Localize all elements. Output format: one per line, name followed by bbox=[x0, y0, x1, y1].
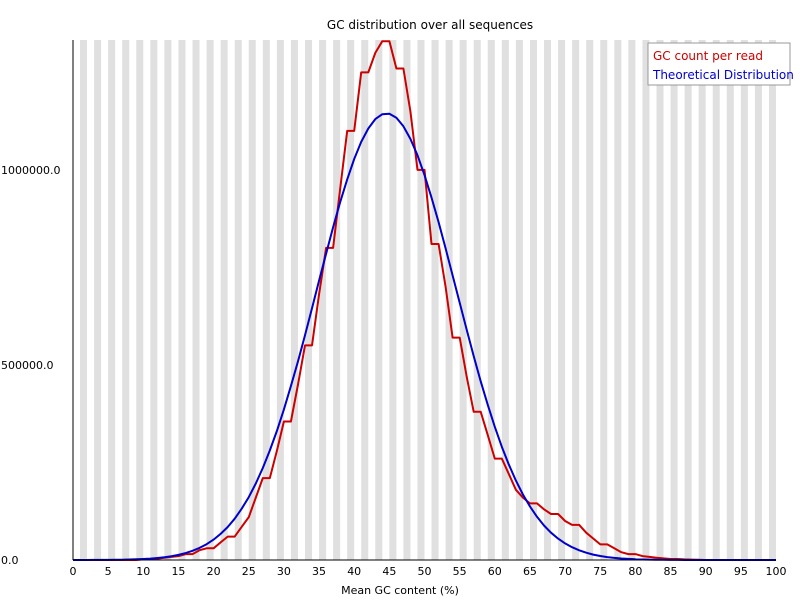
x-tick-label: 15 bbox=[171, 565, 185, 578]
grid-band bbox=[94, 40, 102, 560]
x-axis-label: Mean GC content (%) bbox=[341, 584, 459, 597]
grid-band bbox=[248, 40, 256, 560]
grid-band bbox=[431, 40, 439, 560]
grid-band bbox=[220, 40, 228, 560]
grid-band bbox=[108, 40, 116, 560]
x-tick-label: 90 bbox=[699, 565, 713, 578]
grid-band bbox=[319, 40, 327, 560]
grid-band bbox=[586, 40, 594, 560]
grid-band bbox=[445, 40, 453, 560]
x-tick-label: 80 bbox=[628, 565, 642, 578]
grid-band bbox=[361, 40, 369, 560]
grid-band bbox=[178, 40, 186, 560]
x-tick-label: 0 bbox=[70, 565, 77, 578]
grid-band bbox=[150, 40, 158, 560]
grid-band bbox=[684, 40, 692, 560]
x-tick-labels: 0 5 10 15 20 25 30 35 40 45 50 55 60 65 70 75 80 85 90 95 10… bbox=[70, 565, 787, 578]
grid-band bbox=[417, 40, 425, 560]
x-tick-label: 50 bbox=[418, 565, 432, 578]
grid-band bbox=[262, 40, 270, 560]
x-tick-label: 100 bbox=[766, 565, 787, 578]
x-tick-label: 10 bbox=[136, 565, 150, 578]
y-tick-labels: 0.0 500000.0 1000000.0 bbox=[1, 164, 61, 567]
grid-band bbox=[740, 40, 748, 560]
grid-band bbox=[333, 40, 341, 560]
legend: GC count per read Theoretical Distributi… bbox=[647, 42, 794, 86]
grid-band bbox=[529, 40, 537, 560]
x-tick-label: 25 bbox=[242, 565, 256, 578]
grid-band bbox=[375, 40, 383, 560]
y-tick-label: 1000000.0 bbox=[1, 164, 61, 177]
x-tick-label: 35 bbox=[312, 565, 326, 578]
grid-band bbox=[459, 40, 467, 560]
grid-band bbox=[754, 40, 762, 560]
grid-band bbox=[698, 40, 706, 560]
grid-band bbox=[600, 40, 608, 560]
grid-band bbox=[347, 40, 355, 560]
grid-bands bbox=[80, 40, 776, 560]
grid-band bbox=[136, 40, 144, 560]
grid-band bbox=[558, 40, 566, 560]
grid-band bbox=[670, 40, 678, 560]
grid-band bbox=[473, 40, 481, 560]
grid-band bbox=[726, 40, 734, 560]
grid-band bbox=[403, 40, 411, 560]
grid-band bbox=[572, 40, 580, 560]
x-tick-label: 70 bbox=[558, 565, 572, 578]
x-tick-label: 60 bbox=[488, 565, 502, 578]
legend-entry-gc-count: GC count per read bbox=[653, 49, 763, 63]
legend-entry-theoretical: Theoretical Distribution bbox=[652, 68, 794, 82]
grid-band bbox=[501, 40, 509, 560]
x-tick-label: 85 bbox=[664, 565, 678, 578]
series-line-gc-count bbox=[73, 40, 776, 561]
x-tick-label: 65 bbox=[523, 565, 537, 578]
grid-band bbox=[628, 40, 636, 560]
y-tick-label: 0.0 bbox=[1, 554, 19, 567]
grid-band bbox=[290, 40, 298, 560]
grid-band bbox=[544, 40, 552, 560]
grid-band bbox=[642, 40, 650, 560]
grid-band bbox=[206, 40, 214, 560]
x-tick-label: 45 bbox=[382, 565, 396, 578]
grid-band bbox=[515, 40, 523, 560]
x-tick-label: 30 bbox=[277, 565, 291, 578]
x-tick-label: 55 bbox=[453, 565, 467, 578]
y-tick-label: 500000.0 bbox=[1, 359, 54, 372]
grid-band bbox=[487, 40, 495, 560]
chart-title: GC distribution over all sequences bbox=[327, 18, 533, 32]
grid-band bbox=[304, 40, 313, 560]
grid-band bbox=[122, 40, 130, 560]
grid-band bbox=[80, 40, 88, 560]
grid-band bbox=[614, 40, 622, 560]
grid-band bbox=[389, 40, 397, 560]
grid-band bbox=[768, 40, 776, 560]
grid-band bbox=[712, 40, 720, 560]
grid-band bbox=[656, 40, 664, 560]
legend-box bbox=[647, 42, 791, 86]
grid-band bbox=[234, 40, 242, 560]
x-tick-label: 75 bbox=[593, 565, 607, 578]
grid-band bbox=[276, 40, 284, 560]
x-tick-label: 20 bbox=[207, 565, 221, 578]
x-tick-label: 40 bbox=[347, 565, 361, 578]
grid-band bbox=[192, 40, 200, 560]
x-tick-label: 95 bbox=[734, 565, 748, 578]
grid-band bbox=[164, 40, 172, 560]
x-tick-label: 5 bbox=[105, 565, 112, 578]
